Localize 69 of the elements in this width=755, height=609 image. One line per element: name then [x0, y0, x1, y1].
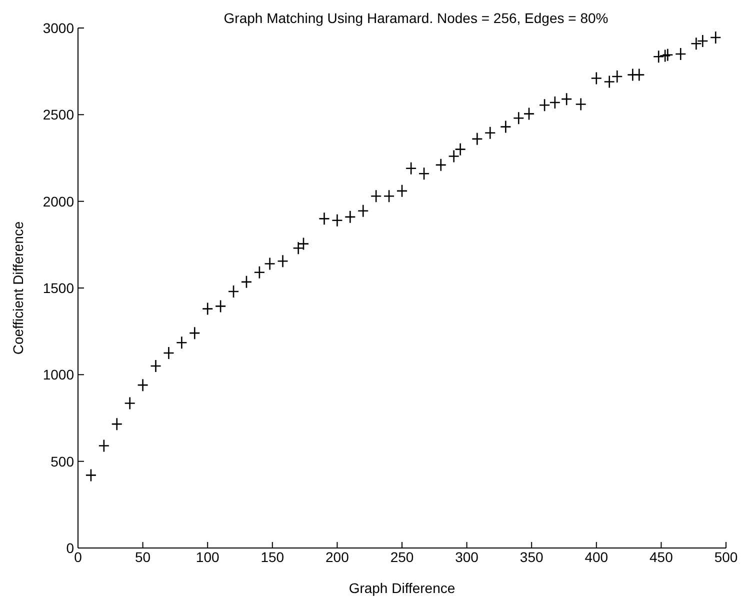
point	[472, 132, 483, 146]
point	[710, 30, 722, 44]
y-tick-label: 500	[50, 453, 74, 470]
point	[405, 162, 417, 176]
point	[418, 166, 430, 180]
point	[652, 50, 664, 64]
point	[697, 34, 708, 48]
x-tick-label: 200	[326, 548, 350, 565]
point	[318, 212, 330, 226]
x-axis-title: Graph Difference	[348, 580, 456, 596]
point	[590, 72, 602, 85]
x-tick-label: 100	[196, 548, 220, 565]
x-tick-label: 150	[260, 548, 284, 565]
point	[370, 189, 382, 203]
point	[662, 48, 674, 62]
point	[298, 237, 310, 250]
point	[124, 396, 136, 410]
point	[202, 302, 214, 316]
point	[344, 210, 356, 224]
point	[674, 47, 686, 61]
y-tick-label: 2000	[42, 193, 74, 210]
point	[560, 92, 572, 106]
point	[604, 75, 616, 88]
x-tick-label: 500	[714, 548, 738, 565]
y-tick-label: 3000	[42, 20, 74, 36]
point	[292, 241, 304, 255]
point	[454, 142, 466, 156]
point	[357, 204, 369, 218]
x-tick-label: 300	[455, 548, 479, 565]
point	[277, 254, 288, 268]
point	[523, 107, 535, 120]
point	[98, 439, 110, 452]
point	[575, 98, 586, 111]
point	[176, 336, 188, 350]
point	[538, 98, 550, 112]
point	[228, 284, 240, 298]
point	[188, 326, 200, 340]
point	[690, 36, 702, 50]
point	[85, 468, 97, 482]
chart-title: Graph Matching Using Haramard. Nodes = 256, Edges = 80%	[222, 10, 610, 26]
x-tick-label: 450	[650, 548, 674, 565]
x-tick-label: 400	[584, 548, 608, 565]
point	[163, 346, 174, 360]
point	[484, 126, 496, 140]
point	[137, 378, 148, 392]
y-tick-label: 2500	[42, 106, 74, 123]
point	[634, 68, 645, 82]
x-tick-label: 50	[135, 548, 151, 565]
point	[254, 266, 266, 280]
point	[240, 275, 252, 289]
point	[448, 150, 460, 163]
point	[435, 158, 447, 172]
y-tick-label: 1500	[42, 280, 74, 296]
point	[549, 96, 561, 110]
point	[214, 300, 226, 313]
point	[150, 359, 162, 373]
point	[383, 189, 395, 203]
x-tick-label: 250	[390, 548, 414, 565]
y-tick-label: 1000	[42, 366, 74, 383]
point	[264, 257, 276, 270]
point	[512, 111, 524, 125]
point	[659, 49, 671, 62]
point	[396, 184, 408, 198]
x-tick-label: 350	[520, 548, 544, 565]
point	[111, 417, 123, 431]
point	[500, 120, 512, 134]
point	[332, 214, 343, 228]
point	[611, 70, 623, 84]
y-axis-title: Coefficient Difference	[10, 221, 26, 355]
